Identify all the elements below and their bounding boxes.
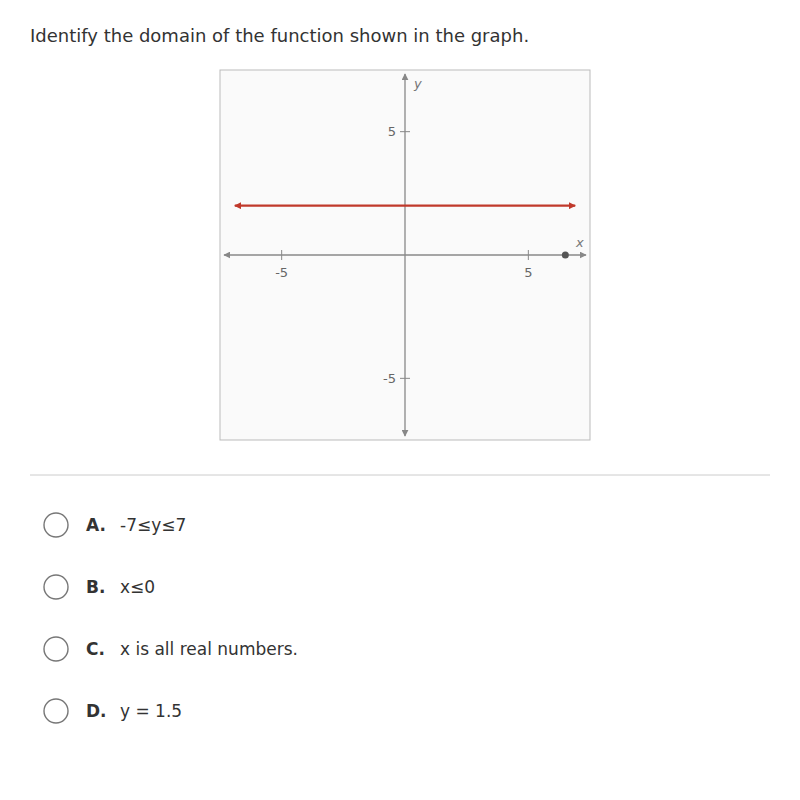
- chart: Identify the domain of the function show…: [0, 0, 800, 800]
- title: Identify the domain of the function show…: [30, 25, 529, 46]
- y-axis-label: y: [413, 76, 422, 91]
- choice-label: B.: [86, 577, 105, 597]
- y-tick: [400, 378, 410, 379]
- radio-button[interactable]: [44, 637, 68, 661]
- page: Identify the domain of the function show…: [0, 0, 800, 800]
- x-tick: [281, 250, 282, 260]
- plot-frame: [220, 70, 590, 440]
- y-tick: [400, 131, 410, 132]
- plot-data: [235, 206, 575, 259]
- radio-button[interactable]: [44, 699, 68, 723]
- point: [562, 252, 569, 259]
- x-tick-label: -5: [275, 265, 288, 280]
- choice-text: -7≤y≤7: [120, 515, 186, 535]
- radio-button[interactable]: [44, 575, 68, 599]
- y-tick-label: 5: [388, 124, 396, 139]
- choice-label: D.: [86, 701, 107, 721]
- choice-label: C.: [86, 639, 105, 659]
- choice-text: x is all real numbers.: [120, 639, 298, 659]
- radio-button[interactable]: [44, 513, 68, 537]
- x-tick: [528, 250, 529, 260]
- x-tick-label: 5: [524, 265, 532, 280]
- choice-text: y = 1.5: [120, 701, 182, 721]
- choice-label: A.: [86, 515, 106, 535]
- x-axis-label: x: [575, 235, 584, 250]
- line: [235, 205, 575, 207]
- choice-text: x≤0: [120, 577, 155, 597]
- y-axis: [404, 74, 405, 436]
- y-tick-label: -5: [383, 371, 396, 386]
- separator: [30, 475, 770, 476]
